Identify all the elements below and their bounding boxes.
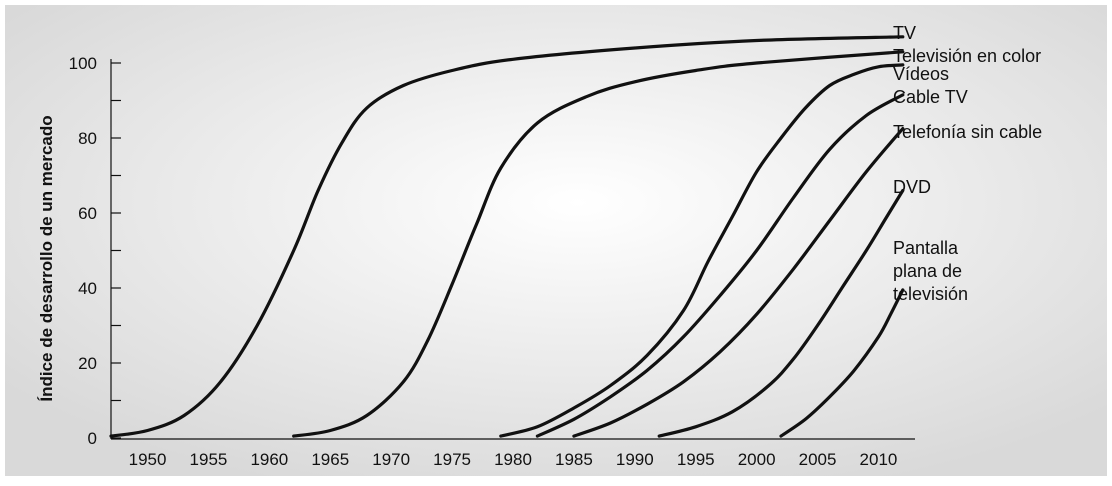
series-label: TV <box>893 23 916 43</box>
x-tick-label: 1970 <box>372 450 410 469</box>
series-curve-2 <box>292 50 905 438</box>
x-tick-label: 1985 <box>555 450 593 469</box>
chart-background <box>5 5 1107 476</box>
y-tick-label: 100 <box>69 54 97 73</box>
series-label: Telefonía sin cable <box>893 122 1042 142</box>
x-tick-label: 2000 <box>738 450 776 469</box>
series-label: DVD <box>893 177 931 197</box>
series-label: Pantalla <box>893 238 959 258</box>
series-curves <box>109 35 905 438</box>
series-curve-1 <box>109 35 905 438</box>
x-tick-label: 1975 <box>433 450 471 469</box>
series-label: Televisión en color <box>893 46 1041 66</box>
x-tick-label: 1960 <box>250 450 288 469</box>
x-tick-label: 1965 <box>311 450 349 469</box>
x-tick-label: 1955 <box>190 450 228 469</box>
series-label: Cable TV <box>893 87 968 107</box>
x-tick-label: 1995 <box>677 450 715 469</box>
series-label: Vídeos <box>893 64 949 84</box>
x-tick-label: 1990 <box>616 450 654 469</box>
x-tick-label: 2005 <box>799 450 837 469</box>
y-axis-title: Índice de desarrollo de un mercado <box>37 115 56 401</box>
axes: 0 20 40 60 80 100 1950 1955 1960 1965 1970 1975 1980… <box>37 54 915 469</box>
series-curve-7 <box>779 288 905 438</box>
y-tick-label: 60 <box>78 204 97 223</box>
x-tick-label: 1980 <box>494 450 532 469</box>
y-tick-label: 40 <box>78 279 97 298</box>
series-curve-4 <box>535 93 905 438</box>
y-tick-label: 80 <box>78 129 97 148</box>
series-curve-6 <box>657 188 905 438</box>
y-tick-label: 0 <box>88 429 97 448</box>
series-label: plana de <box>893 261 962 281</box>
x-tick-label: 1950 <box>129 450 167 469</box>
series-curve-5 <box>572 127 905 438</box>
series-label: televisión <box>893 284 968 304</box>
series-curve-3 <box>499 63 905 438</box>
y-tick-label: 20 <box>78 354 97 373</box>
x-tick-label: 2010 <box>860 450 898 469</box>
